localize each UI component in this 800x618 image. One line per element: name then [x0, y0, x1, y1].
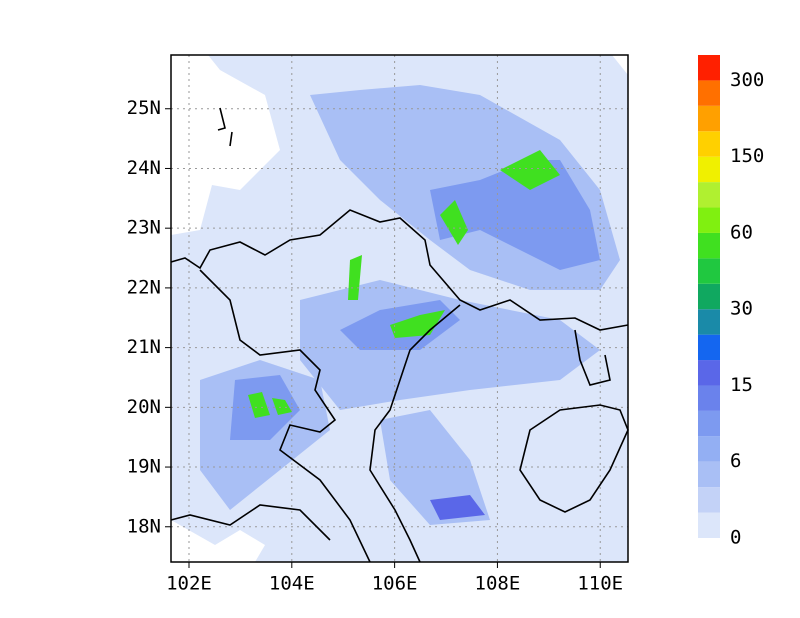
border	[170, 209, 629, 331]
x-tick-label: 106E	[372, 573, 418, 595]
y-tick-label: 20N	[127, 396, 161, 418]
colorbar-label: 6	[730, 450, 741, 472]
field-blob	[430, 495, 485, 520]
colorbar-label: 0	[730, 527, 741, 549]
colorbar-box	[698, 410, 720, 437]
colorbar-box	[698, 207, 720, 233]
coastlines	[170, 107, 629, 563]
lake	[217, 107, 233, 147]
colorbar-box	[698, 232, 720, 259]
y-tick-label: 23N	[127, 217, 161, 239]
colorbar-box	[698, 461, 720, 488]
colorbar-label: 150	[730, 145, 764, 167]
colorbar-box	[698, 80, 720, 106]
y-tick-label: 25N	[127, 97, 161, 119]
field-blob	[248, 392, 292, 418]
field-blob	[500, 150, 560, 190]
x-tick-label: 108E	[475, 573, 521, 595]
island	[519, 404, 629, 513]
grid	[171, 55, 628, 562]
colorbar-box	[698, 283, 720, 310]
colorbar-box	[698, 436, 720, 462]
field-blob	[440, 200, 468, 245]
colorbar-label: 300	[730, 69, 764, 91]
colorbar-label: 30	[730, 298, 753, 320]
coastline	[369, 304, 461, 563]
no-data	[612, 55, 628, 75]
field-blob	[390, 310, 445, 338]
colorbar-box	[698, 55, 720, 81]
x-tick-label: 102E	[166, 573, 212, 595]
colorbar-box	[698, 487, 720, 513]
colorbar: 0 6 15 30 60 150 300	[698, 55, 764, 549]
contour-field	[171, 55, 628, 562]
field-blob	[348, 255, 362, 300]
no-data	[171, 55, 280, 235]
y-tick-label: 21N	[127, 336, 161, 358]
y-tick-label: 24N	[127, 157, 161, 179]
plot-frame	[170, 54, 629, 563]
colorbar-box	[698, 182, 720, 208]
x-tick-label: 104E	[269, 573, 315, 595]
colorbar-box	[698, 512, 720, 538]
y-tick-label: 19N	[127, 456, 161, 478]
colorbar-box	[698, 385, 720, 411]
colorbar-box	[698, 334, 720, 361]
colorbar-box	[698, 131, 720, 157]
border	[170, 504, 331, 541]
coastline	[574, 329, 611, 386]
y-tick-label: 22N	[127, 276, 161, 298]
colorbar-box	[698, 156, 720, 183]
colorbar-box	[698, 309, 720, 335]
colorbar-box	[698, 360, 720, 386]
colorbar-label: 15	[730, 374, 753, 396]
y-tick-label: 18N	[127, 515, 161, 537]
colorbar-box	[698, 105, 720, 132]
x-tick-label: 110E	[577, 573, 623, 595]
colorbar-box	[698, 258, 720, 284]
field-blob	[430, 160, 600, 270]
no-data	[171, 520, 265, 562]
colorbar-label: 60	[730, 221, 753, 243]
border	[199, 269, 371, 563]
